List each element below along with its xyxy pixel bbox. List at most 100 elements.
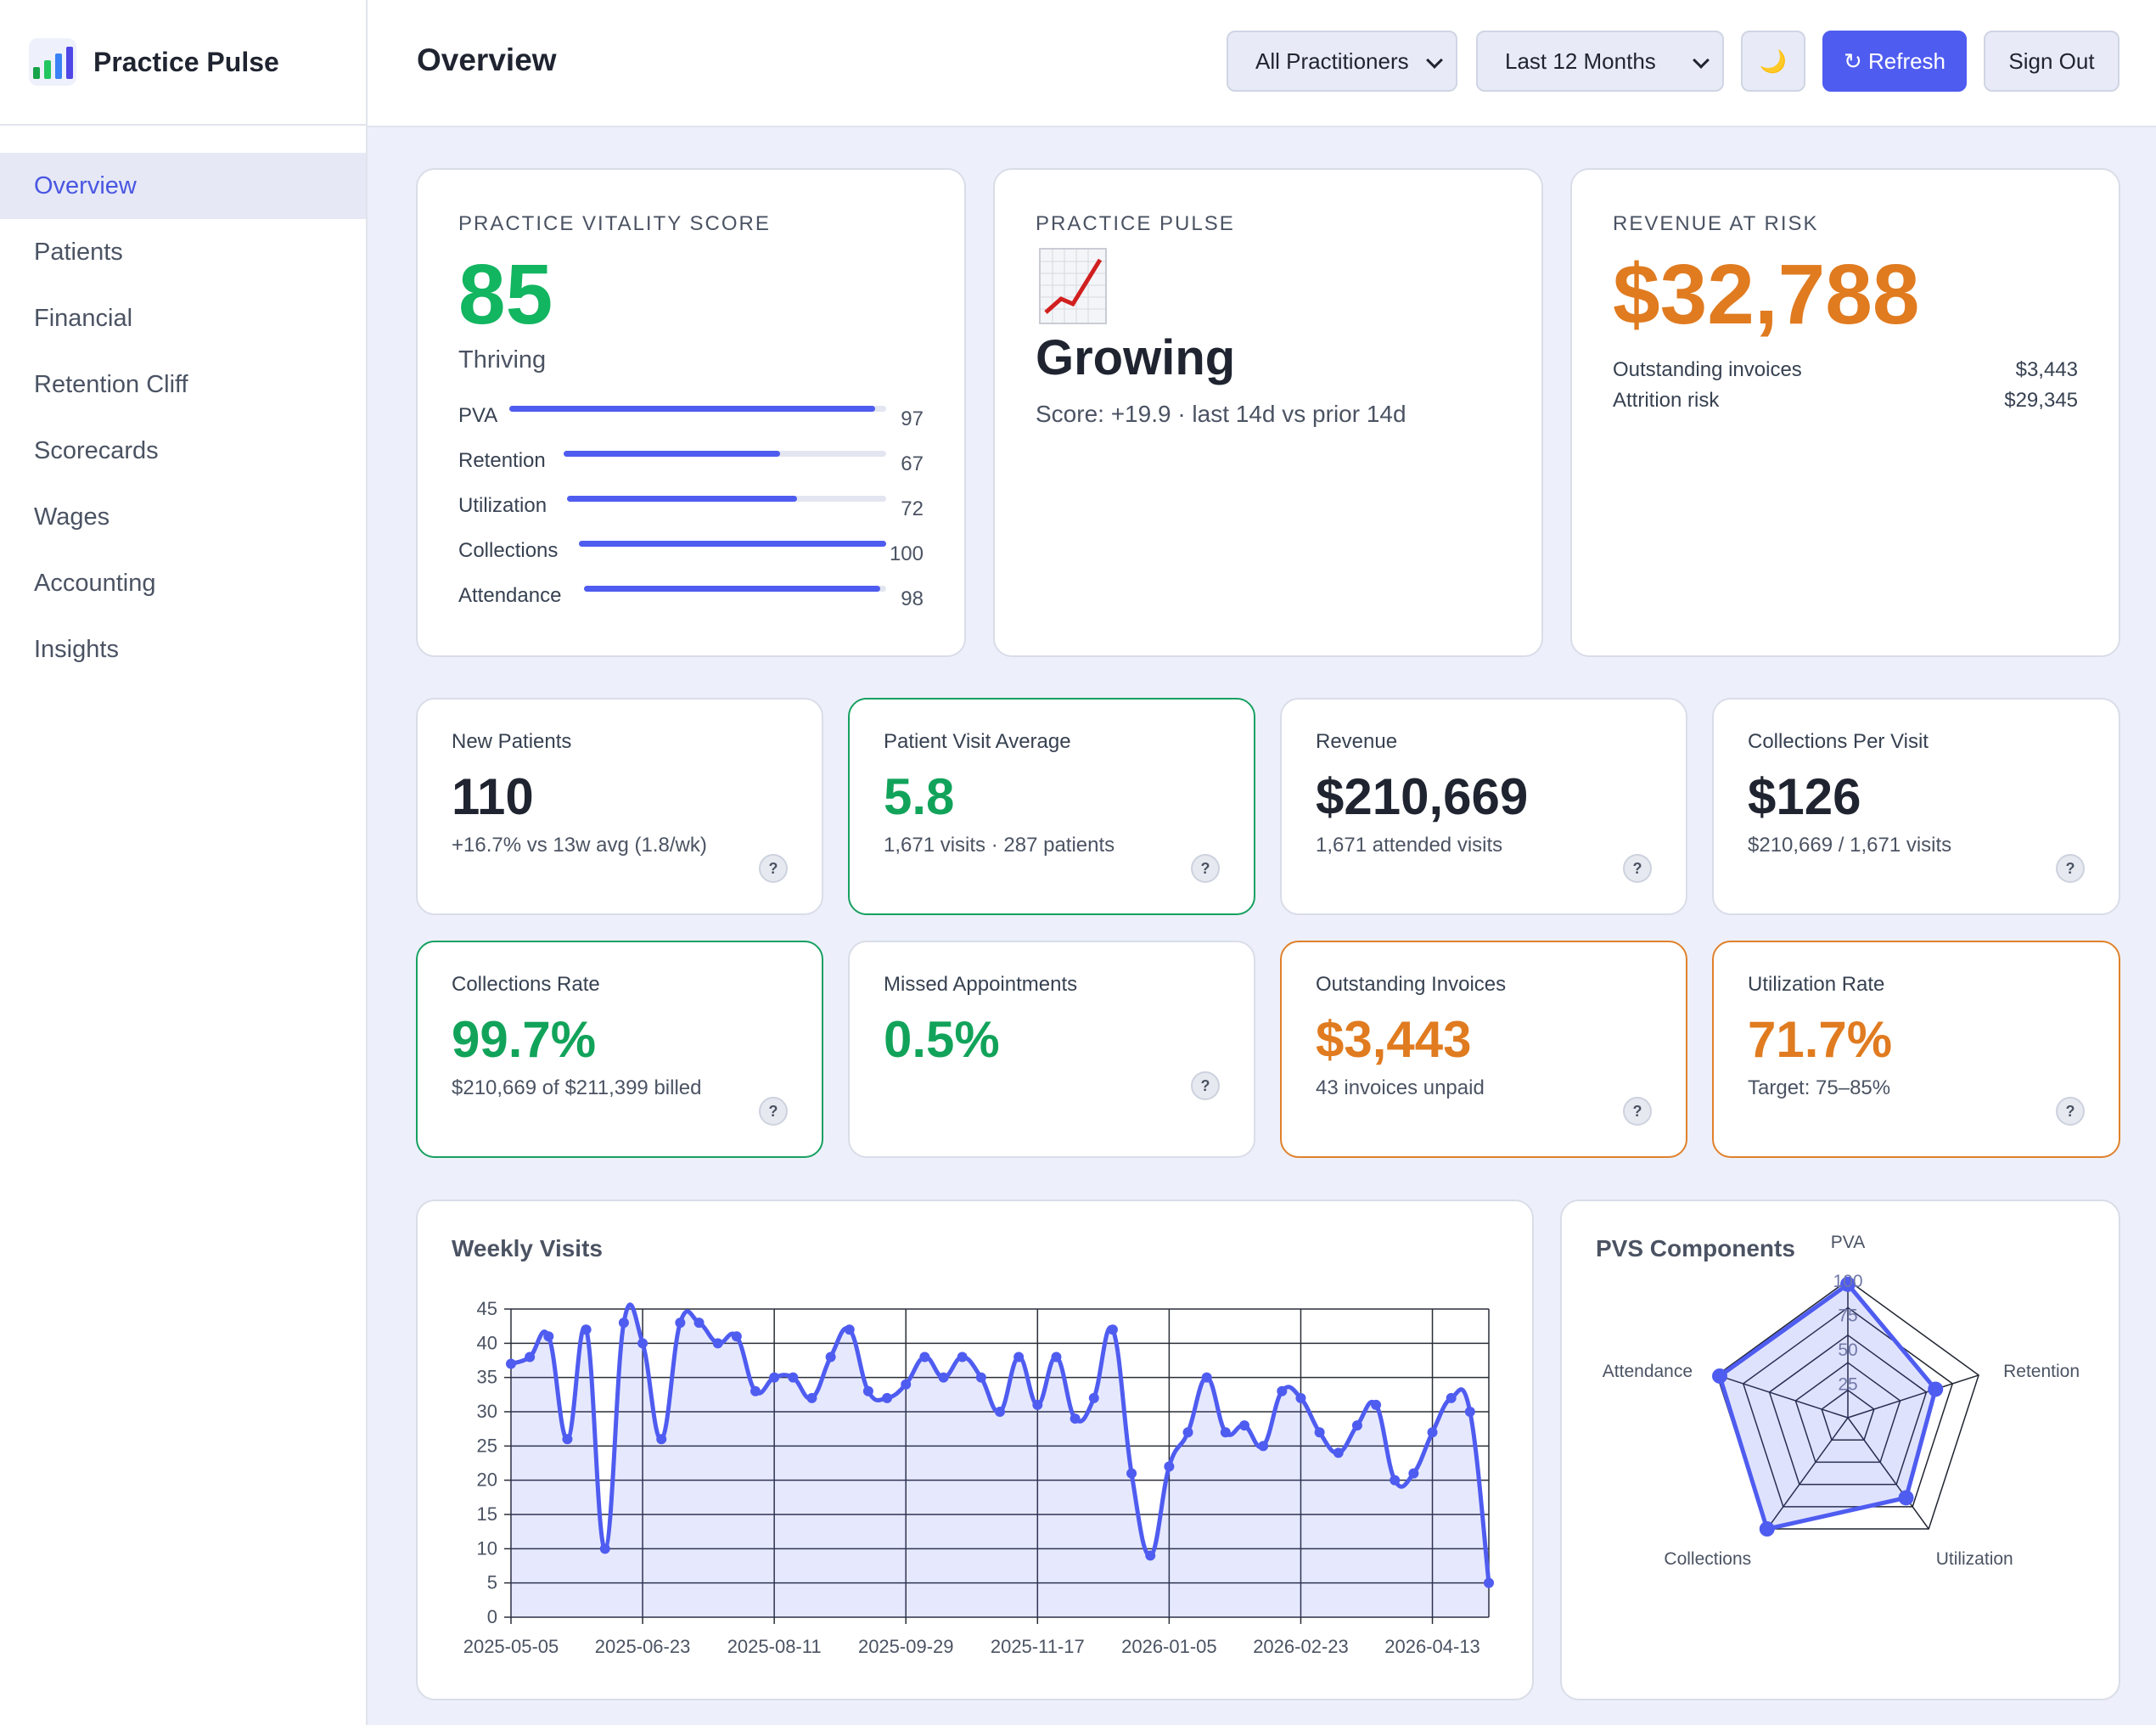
- sidebar-item-insights[interactable]: Insights: [34, 635, 119, 663]
- x-tick-label: 2026-02-23: [1253, 1636, 1349, 1657]
- help-icon[interactable]: ?: [1191, 1071, 1220, 1100]
- data-point: [1220, 1427, 1231, 1438]
- data-point: [712, 1338, 723, 1349]
- radar-ring: [1768, 1334, 1928, 1486]
- sidebar-item-overview[interactable]: Overview: [0, 153, 366, 219]
- sign-out-button[interactable]: Sign Out: [1984, 31, 2120, 92]
- sidebar-item-financial[interactable]: Financial: [34, 304, 133, 332]
- kpi-card-collections-per-visit: Collections Per Visit $126 $210,669 / 1,…: [1712, 698, 2120, 915]
- data-point: [995, 1407, 1005, 1417]
- vitality-state: Thriving: [458, 346, 547, 374]
- vitality-component-value: 100: [889, 542, 924, 565]
- data-point: [1277, 1385, 1288, 1396]
- help-icon[interactable]: ?: [1191, 854, 1220, 883]
- data-point: [543, 1331, 554, 1342]
- risk-caption: REVENUE AT RISK: [1613, 212, 1819, 235]
- pvs-components-title: PVS Components: [1596, 1235, 1795, 1261]
- data-point: [938, 1372, 949, 1383]
- vitality-component-value: 67: [901, 452, 924, 475]
- sidebar-item-patients[interactable]: Patients: [34, 238, 123, 266]
- radar-data-point: [1840, 1276, 1856, 1292]
- kpi-value: 71.7%: [1748, 1011, 1893, 1068]
- data-point: [1164, 1461, 1175, 1472]
- radar-tick-label: 75: [1838, 1306, 1857, 1326]
- x-tick-label: 2025-09-29: [858, 1636, 954, 1657]
- brand[interactable]: Practice Pulse: [0, 0, 366, 126]
- vitality-component-value: 97: [901, 407, 924, 430]
- data-point: [618, 1318, 629, 1329]
- vitality-component-row: Collections 100: [458, 532, 924, 566]
- vitality-component-value: 98: [901, 587, 924, 610]
- theme-toggle-button[interactable]: 🌙: [1741, 31, 1805, 92]
- vitality-component-row: PVA 97: [458, 397, 924, 431]
- x-tick-label: 2025-05-05: [463, 1636, 559, 1657]
- data-point: [693, 1318, 705, 1329]
- help-icon[interactable]: ?: [2056, 854, 2085, 883]
- data-point: [1239, 1420, 1249, 1431]
- x-tick-label: 2025-11-17: [991, 1636, 1085, 1657]
- vitality-component-value: 72: [901, 497, 924, 520]
- risk-row-attrition: Attrition risk $29,345: [1613, 389, 2078, 418]
- help-icon[interactable]: ?: [759, 1097, 788, 1126]
- sidebar-item-wages[interactable]: Wages: [34, 503, 110, 531]
- help-icon[interactable]: ?: [1623, 854, 1652, 883]
- sidebar-item-scorecards[interactable]: Scorecards: [34, 436, 159, 464]
- radar-spoke: [1847, 1374, 1979, 1419]
- y-tick-label: 20: [477, 1469, 497, 1491]
- sidebar-nav: Overview Patients Financial Retention Cl…: [0, 153, 366, 683]
- practitioner-select-value: All Practitioners: [1255, 48, 1409, 74]
- kpi-card-new-patients: New Patients 110 +16.7% vs 13w avg (1.8/…: [416, 698, 823, 915]
- radar-ring: [1716, 1279, 1979, 1530]
- kpi-card-patient-visit-average: Patient Visit Average 5.8 1,671 visits ·…: [848, 698, 1255, 915]
- help-icon[interactable]: ?: [2056, 1097, 2085, 1126]
- practitioner-select[interactable]: All Practitioners: [1227, 31, 1457, 92]
- vitality-component-row: Utilization 72: [458, 487, 924, 521]
- sidebar-item-accounting[interactable]: Accounting: [34, 569, 156, 597]
- period-select[interactable]: Last 12 Months: [1476, 31, 1724, 92]
- pvs-components-chart[interactable]: PVA Retention Utilization Collections Attend…: [1562, 1201, 2119, 1699]
- y-tick-label: 30: [477, 1401, 497, 1422]
- radar-tick-label: 50: [1838, 1340, 1857, 1360]
- help-icon[interactable]: ?: [1623, 1097, 1652, 1126]
- vitality-component-label: Attendance: [458, 584, 562, 607]
- brand-name: Practice Pulse: [93, 46, 279, 77]
- sidebar-item-retention-cliff[interactable]: Retention Cliff: [34, 370, 188, 398]
- risk-amount: $32,788: [1613, 247, 1920, 342]
- data-point: [656, 1434, 667, 1445]
- x-tick-label: 2026-01-05: [1121, 1636, 1217, 1657]
- data-point: [825, 1351, 836, 1363]
- x-tick-label: 2025-08-11: [727, 1636, 822, 1657]
- data-point: [1201, 1372, 1212, 1383]
- risk-row-value: $3,443: [2015, 358, 2078, 381]
- vitality-component-track: [564, 451, 886, 457]
- data-point: [1145, 1550, 1156, 1561]
- data-point: [882, 1392, 893, 1403]
- practice-pulse-card: PRACTICE PULSE Growing Score: +19.9 · la…: [993, 168, 1543, 657]
- radar-ring: [1821, 1389, 1875, 1441]
- data-point: [957, 1351, 968, 1363]
- top-header: Overview All Practitioners Last 12 Month…: [368, 0, 2156, 127]
- refresh-button[interactable]: ↻ Refresh: [1822, 31, 1967, 92]
- data-point: [1182, 1427, 1193, 1438]
- kpi-title: Outstanding Invoices: [1316, 973, 1507, 996]
- data-point: [788, 1372, 799, 1383]
- radar-axis-label: Retention: [2003, 1362, 2080, 1381]
- chart-increasing-icon: [1039, 248, 1107, 324]
- data-point: [506, 1358, 516, 1369]
- data-point: [975, 1372, 986, 1383]
- radar-axis-label: Utilization: [1936, 1549, 2013, 1569]
- data-point: [1258, 1441, 1269, 1452]
- grid-lines: [504, 1308, 1490, 1624]
- kpi-card-revenue: Revenue $210,669 1,671 attended visits ?: [1280, 698, 1687, 915]
- data-point: [1446, 1392, 1457, 1403]
- y-tick-label: 45: [477, 1298, 497, 1319]
- kpi-card-outstanding-invoices: Outstanding Invoices $3,443 43 invoices …: [1280, 941, 1687, 1158]
- kpi-value: $126: [1748, 768, 1861, 825]
- weekly-visits-chart[interactable]: 0 5 10 15 20 25 30 35 40 45 2025-05-05 2025-06-23 20…: [418, 1201, 1532, 1699]
- data-point: [1427, 1427, 1438, 1438]
- y-tick-label: 0: [487, 1606, 497, 1627]
- help-icon[interactable]: ?: [759, 854, 788, 883]
- radar-spoke: [1847, 1417, 1929, 1530]
- kpi-title: Utilization Rate: [1748, 973, 1885, 996]
- data-point: [1464, 1407, 1475, 1417]
